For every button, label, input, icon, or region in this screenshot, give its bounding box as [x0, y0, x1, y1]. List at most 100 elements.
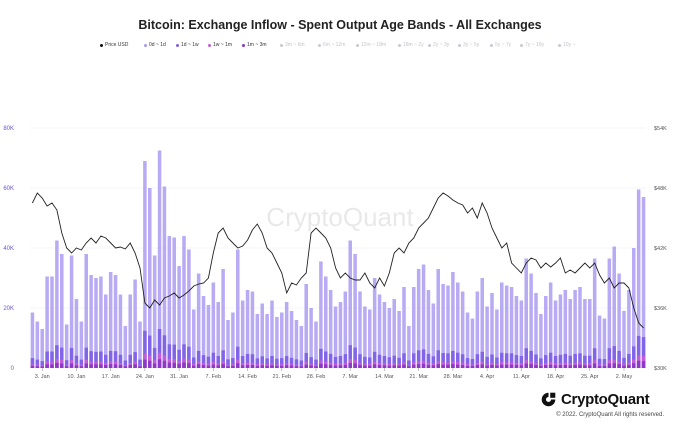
- bar-1m-3m: [583, 365, 587, 368]
- bar-1m-3m: [426, 365, 431, 368]
- bar-1d-1w: [260, 356, 264, 368]
- x-axis-tick-label: 17. Jan: [102, 374, 120, 380]
- bar-1m-3m: [221, 364, 225, 368]
- bar-0d-1d: [504, 285, 509, 368]
- bar-1m-3m: [319, 363, 323, 368]
- bar-0d-1d: [529, 273, 533, 368]
- bar-1d-1w: [480, 351, 484, 368]
- bar-1d-1w: [167, 344, 172, 368]
- left-axis-tick-label: 0: [11, 366, 15, 372]
- bar-1d-1w: [485, 356, 489, 368]
- bar-1d-1w: [275, 358, 279, 368]
- bar-1d-1w: [392, 355, 396, 368]
- x-axis-tick-label: 28. Mar: [444, 374, 463, 380]
- bar-1d-1w: [387, 357, 392, 368]
- bar-1d-1w: [304, 353, 308, 368]
- bar-0d-1d: [465, 312, 470, 368]
- legend-label: 18m ~ 2y: [403, 42, 424, 48]
- bar-1m-3m: [148, 360, 152, 368]
- x-axis-tick-label: 21. Feb: [272, 374, 291, 380]
- bar-1d-1w: [196, 350, 201, 368]
- bar-1d-1w: [641, 337, 646, 368]
- bar-1m-3m: [382, 365, 387, 368]
- legend-item[interactable]: 2y ~ 3y: [428, 42, 449, 48]
- bar-1d-1w: [162, 335, 167, 368]
- legend-label: 3m ~ 6m: [285, 42, 305, 48]
- bar-1d-1w: [583, 355, 587, 368]
- bar-1d-1w: [426, 353, 431, 368]
- x-axis-tick-label: 2. May: [616, 374, 633, 380]
- bar-1m-3m: [289, 365, 294, 368]
- bar-1d-1w: [597, 358, 602, 368]
- bar-1d-1w: [514, 355, 519, 368]
- bar-0d-1d: [480, 278, 484, 368]
- bar-1m-3m: [446, 364, 450, 368]
- bar-0d-1d: [265, 314, 269, 368]
- bar-1m-3m: [377, 365, 382, 368]
- bar-0d-1d: [245, 290, 250, 368]
- bar-0d-1d: [372, 278, 377, 368]
- bar-1d-1w: [69, 347, 74, 368]
- legend-item[interactable]: Price USD: [100, 42, 128, 48]
- bar-0d-1d: [607, 258, 612, 368]
- bar-1d-1w: [632, 346, 636, 368]
- bar-0d-1d: [592, 258, 597, 368]
- bar-1m-3m: [275, 365, 279, 368]
- bar-0d-1d: [138, 321, 142, 368]
- bar-1m-3m: [416, 364, 421, 368]
- legend-dot-icon: [208, 43, 211, 47]
- legend-item[interactable]: 1m ~ 3m: [242, 42, 267, 48]
- bar-1m-3m: [157, 359, 162, 368]
- bar-1d-1w: [490, 354, 494, 368]
- legend-label: 1d ~ 1w: [181, 42, 199, 48]
- bar-0d-1d: [221, 269, 225, 368]
- legend-item[interactable]: 18m ~ 2y: [398, 42, 424, 48]
- bar-1d-1w: [255, 358, 260, 368]
- bar-0d-1d: [192, 309, 196, 368]
- bar-1m-3m: [500, 364, 504, 368]
- right-axis-tick-label: $54K: [654, 126, 667, 132]
- bar-1m-3m: [89, 364, 93, 368]
- brand-name: CryptoQuant: [561, 390, 650, 408]
- bar-0d-1d: [568, 299, 572, 368]
- bar-1m-3m: [514, 365, 519, 368]
- legend-item[interactable]: 5y ~ 7y: [490, 42, 511, 48]
- bar-1d-1w: [368, 357, 372, 368]
- bar-0d-1d: [387, 308, 392, 368]
- bar-1m-3m: [529, 364, 533, 368]
- legend-item[interactable]: 6m ~ 12m: [318, 42, 345, 48]
- bar-1d-1w: [558, 354, 563, 368]
- bar-1m-3m: [612, 363, 616, 368]
- bar-1m-3m: [333, 365, 338, 368]
- legend-dot-icon: [318, 43, 321, 47]
- cryptoquant-logo-icon: [541, 392, 556, 406]
- bar-1m-3m: [456, 364, 460, 368]
- legend-item[interactable]: 0d ~ 1d: [144, 42, 166, 48]
- bar-1d-1w: [451, 350, 455, 368]
- bar-1d-1w: [617, 350, 621, 368]
- bar-1d-1w: [206, 356, 211, 368]
- bar-1d-1w: [294, 359, 299, 368]
- bar-0d-1d: [240, 300, 245, 368]
- legend-item[interactable]: 3y ~ 5y: [458, 42, 479, 48]
- legend-dot-icon: [520, 43, 523, 47]
- bar-1d-1w: [60, 347, 64, 368]
- legend-label: Price USD: [105, 42, 129, 48]
- legend-item[interactable]: 3m ~ 6m: [280, 42, 305, 48]
- bar-1d-1w: [544, 355, 548, 368]
- x-axis-tick-label: 18. Apr: [547, 374, 565, 380]
- legend-item[interactable]: 1w ~ 1m: [208, 42, 232, 48]
- bar-0d-1d: [182, 236, 186, 368]
- bar-1d-1w: [94, 351, 98, 368]
- legend-label: 3y ~ 5y: [463, 42, 480, 48]
- bar-0d-1d: [588, 299, 592, 368]
- legend-label: 1w ~ 1m: [213, 42, 233, 48]
- legend-item[interactable]: 1d ~ 1w: [176, 42, 199, 48]
- legend-item[interactable]: 12m ~ 18m: [356, 42, 386, 48]
- legend-label: 12m ~ 18m: [361, 42, 387, 48]
- bar-1m-3m: [309, 365, 313, 368]
- legend-item[interactable]: 10y ~: [558, 42, 575, 48]
- legend-item[interactable]: 7y ~ 10y: [520, 42, 544, 48]
- bar-0d-1d: [309, 308, 313, 368]
- bar-1m-3m: [597, 365, 602, 368]
